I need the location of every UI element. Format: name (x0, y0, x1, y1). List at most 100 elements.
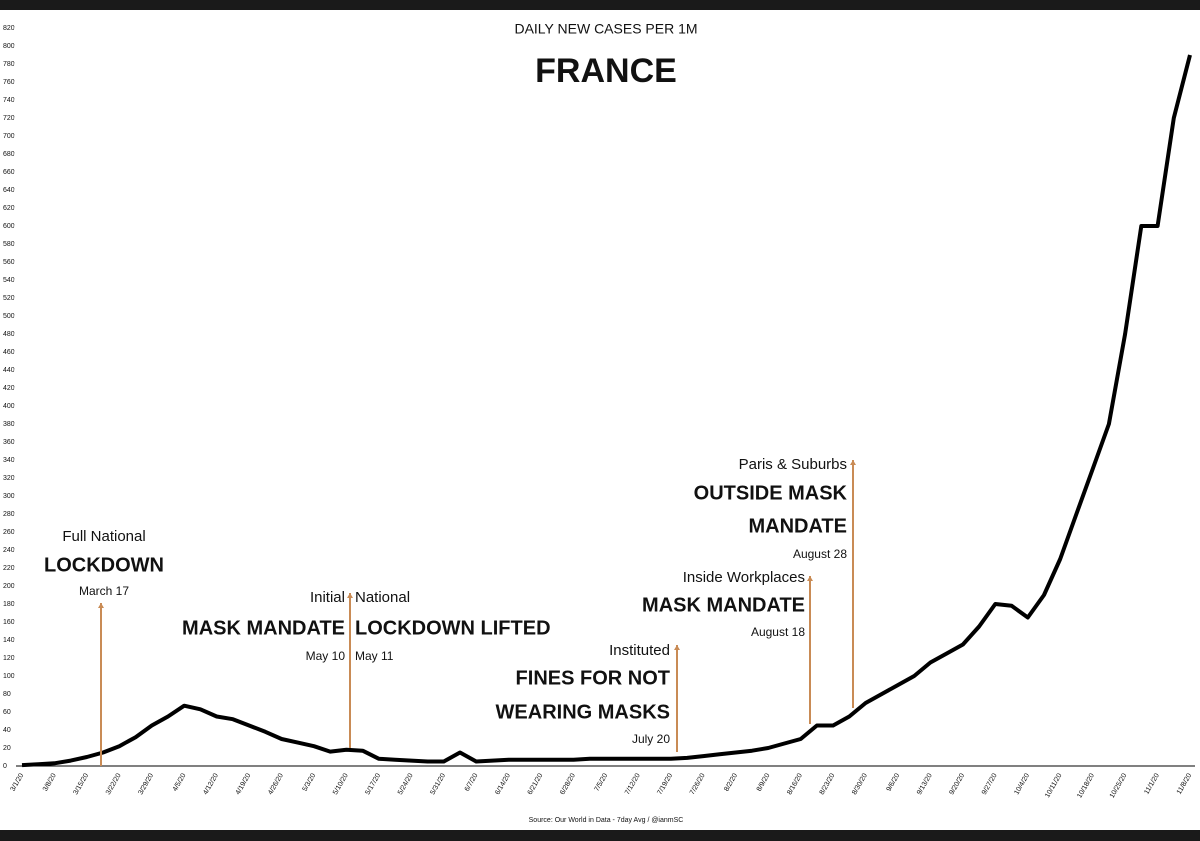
y-tick-label: 240 (3, 547, 15, 554)
x-tick-label: 8/9/20 (756, 772, 772, 792)
y-tick-label: 500 (3, 313, 15, 320)
x-tick-label: 4/5/20 (172, 772, 188, 792)
x-tick-label: 5/17/20 (364, 772, 382, 796)
x-tick-label: 6/7/20 (464, 772, 480, 792)
annotation-arrow (674, 645, 680, 650)
y-tick-label: 120 (3, 655, 15, 662)
x-tick-label: 8/16/20 (786, 772, 804, 796)
y-tick-label: 320 (3, 475, 15, 482)
y-tick-label: 820 (3, 25, 15, 32)
y-tick-label: 440 (3, 367, 15, 374)
y-tick-label: 340 (3, 457, 15, 464)
y-tick-label: 640 (3, 187, 15, 194)
x-tick-label: 6/21/20 (527, 772, 545, 796)
annotation-headline: LOCKDOWN (44, 554, 164, 576)
y-tick-label: 0 (3, 763, 7, 770)
x-tick-label: 10/11/20 (1044, 772, 1063, 799)
annotation-date: July 20 (632, 732, 670, 746)
annotation-top: Full National (62, 528, 145, 545)
annotation-headline: OUTSIDE MASK (694, 482, 848, 504)
x-tick-label: 8/30/20 (851, 772, 869, 796)
annotation-date: March 17 (79, 584, 129, 598)
x-tick-label: 5/31/20 (429, 772, 447, 796)
x-tick-label: 6/28/20 (559, 772, 577, 796)
x-tick-label: 9/20/20 (948, 772, 966, 796)
x-tick-label: 7/19/20 (656, 772, 674, 796)
y-tick-label: 580 (3, 241, 15, 248)
x-tick-label: 11/1/20 (1143, 772, 1161, 795)
data-line (21, 54, 1192, 768)
chart-title: DAILY NEW CASES PER 1M (514, 21, 697, 37)
x-tick-label: 9/13/20 (916, 772, 934, 796)
y-tick-label: 300 (3, 493, 15, 500)
x-tick-label: 4/26/20 (267, 772, 285, 796)
x-tick-label: 7/5/20 (594, 772, 610, 792)
x-tick-label: 8/23/20 (819, 772, 837, 796)
y-tick-label: 680 (3, 151, 15, 158)
annotation-headline: MANDATE (748, 515, 847, 537)
x-tick-label: 10/25/20 (1109, 772, 1129, 799)
annotation-arrow (98, 603, 104, 608)
x-tick-label: 10/4/20 (1013, 772, 1031, 796)
annotation-headline: WEARING MASKS (496, 701, 670, 723)
y-tick-label: 560 (3, 259, 15, 266)
annotation-arrow (807, 576, 813, 581)
annotation-date: August 18 (751, 625, 805, 639)
y-tick-label: 780 (3, 61, 15, 68)
x-tick-label: 9/27/20 (981, 772, 999, 796)
annotation-top: Paris & Suburbs (739, 456, 847, 473)
annotation-date: August 28 (793, 547, 847, 561)
y-tick-label: 180 (3, 601, 15, 608)
x-tick-label: 3/8/20 (42, 772, 58, 792)
x-tick-label: 6/14/20 (494, 772, 512, 796)
y-tick-label: 540 (3, 277, 15, 284)
x-tick-label: 10/18/20 (1076, 772, 1096, 799)
y-tick-label: 160 (3, 619, 15, 626)
source-note: Source: Our World in Data - 7day Avg / @… (529, 817, 684, 824)
x-tick-label: 11/8/20 (1176, 772, 1194, 795)
y-tick-label: 740 (3, 97, 15, 104)
annotation-top: Initial (310, 589, 345, 606)
annotation-headline: LOCKDOWN LIFTED (355, 617, 551, 639)
annotation-top: National (355, 589, 410, 606)
x-tick-label: 5/24/20 (397, 772, 415, 796)
annotation-date: May 10 (306, 649, 346, 663)
y-tick-label: 420 (3, 385, 15, 392)
y-tick-label: 260 (3, 529, 15, 536)
annotation-headline: MASK MANDATE (182, 617, 345, 639)
annotation-arrow (850, 460, 856, 465)
y-tick-label: 80 (3, 691, 11, 698)
annotation-top: Inside Workplaces (683, 569, 805, 586)
bottom-border (0, 830, 1200, 841)
y-tick-label: 20 (3, 745, 11, 752)
y-tick-label: 280 (3, 511, 15, 518)
x-tick-label: 7/26/20 (689, 772, 707, 796)
y-tick-label: 400 (3, 403, 15, 410)
x-tick-label: 4/12/20 (202, 772, 220, 796)
y-tick-label: 520 (3, 295, 15, 302)
annotation-headline: FINES FOR NOT (516, 667, 670, 689)
x-tick-label: 3/22/20 (105, 772, 123, 796)
annotation-top: Instituted (609, 642, 670, 659)
x-tick-label: 9/6/20 (886, 772, 902, 792)
top-border (0, 0, 1200, 10)
y-tick-label: 360 (3, 439, 15, 446)
x-tick-label: 3/29/20 (137, 772, 155, 796)
y-tick-label: 620 (3, 205, 15, 212)
x-tick-label: 8/2/20 (723, 772, 739, 792)
x-tick-label: 4/19/20 (235, 772, 253, 796)
y-tick-label: 720 (3, 115, 15, 122)
x-tick-label: 5/10/20 (332, 772, 350, 796)
annotation-date: May 11 (355, 649, 394, 663)
y-tick-label: 140 (3, 637, 15, 644)
y-tick-label: 60 (3, 709, 11, 716)
x-tick-label: 7/12/20 (624, 772, 642, 796)
y-tick-label: 220 (3, 565, 15, 572)
y-tick-label: 600 (3, 223, 15, 230)
x-tick-label: 3/1/20 (10, 772, 26, 792)
y-tick-label: 40 (3, 727, 11, 734)
annotation-arrow (347, 593, 353, 598)
y-tick-label: 480 (3, 331, 15, 338)
y-tick-label: 760 (3, 79, 15, 86)
